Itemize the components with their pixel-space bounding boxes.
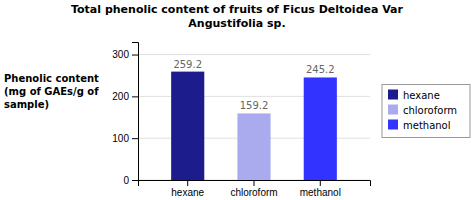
- bar: [304, 77, 337, 180]
- legend-item: methanol: [388, 120, 451, 131]
- tick-mark: [320, 180, 321, 186]
- axis-line: [139, 181, 371, 187]
- plot: 259.2 159.2 245.2 0 100 200 300 hexane chlorofor…: [112, 43, 370, 199]
- legend-frame: [382, 85, 470, 138]
- tick-mark: [132, 138, 138, 139]
- tick: hexane: [171, 180, 204, 198]
- chart: Total phenolic content of fruits of Ficu…: [0, 0, 474, 200]
- bar: [237, 113, 270, 180]
- legend-label: methanol: [403, 120, 451, 131]
- tick: 200: [112, 91, 138, 102]
- y-axis-label: Phenolic content: [4, 73, 99, 84]
- axis-line: [132, 43, 139, 181]
- legend-label: chloroform: [403, 105, 457, 116]
- bars: [171, 72, 337, 180]
- tick: 100: [112, 133, 138, 144]
- tick-label: methanol: [300, 187, 341, 198]
- tick-mark: [187, 180, 188, 186]
- tick-label: hexane: [171, 187, 204, 198]
- tick-label: chloroform: [230, 187, 277, 198]
- legend-item: chloroform: [388, 105, 457, 116]
- tick-mark: [132, 55, 138, 56]
- tick: 300: [112, 49, 138, 60]
- grid-line: [138, 54, 370, 55]
- legend-item: hexane: [388, 90, 440, 101]
- title: Total phenolic content of fruits of Ficu…: [71, 3, 404, 16]
- legend-swatch: [388, 105, 398, 115]
- data-label: 259.2: [173, 59, 202, 70]
- legend: hexane chloroform methanol: [382, 85, 470, 138]
- tick-mark: [132, 180, 138, 181]
- y-axis-label: sample): [4, 99, 49, 110]
- tick: 0: [123, 175, 138, 186]
- data-label: 159.2: [240, 100, 269, 111]
- y-axis-label: (mg of GAEs/g of: [4, 86, 99, 97]
- tick-label: 200: [112, 91, 129, 102]
- title: Angustifolia sp.: [188, 17, 285, 30]
- legend-label: hexane: [403, 90, 440, 101]
- bar: [171, 72, 204, 180]
- tick-mark: [132, 96, 138, 97]
- tick-mark: [254, 180, 255, 186]
- legend-swatch: [388, 120, 398, 130]
- tick: chloroform: [230, 180, 277, 198]
- y-axis: 0 100 200 300: [112, 43, 138, 186]
- grid: [138, 55, 370, 180]
- tick-label: 0: [123, 175, 129, 186]
- x-axis: hexane chloroform methanol: [139, 180, 371, 198]
- tick: methanol: [300, 180, 341, 198]
- tick-label: 300: [112, 49, 129, 60]
- data-label: 245.2: [306, 64, 335, 75]
- data-labels: 259.2 159.2 245.2: [173, 59, 334, 112]
- legend-swatch: [388, 90, 398, 100]
- tick-label: 100: [112, 133, 129, 144]
